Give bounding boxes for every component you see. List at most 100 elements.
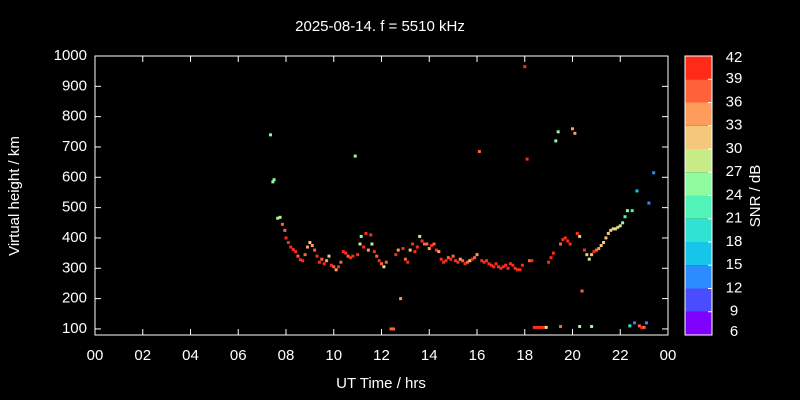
data-point [418, 234, 422, 238]
x-tick-label: 18 [516, 347, 533, 364]
data-point [439, 257, 443, 261]
data-point [609, 228, 613, 232]
x-tick-label: 04 [182, 347, 199, 364]
data-point [516, 268, 520, 272]
data-point [280, 222, 284, 226]
data-point [408, 248, 412, 252]
x-tick-label: 06 [230, 347, 247, 364]
colorbar-band [685, 79, 712, 103]
y-tick-label: 500 [62, 199, 87, 216]
colorbar-band [685, 125, 712, 149]
data-point [485, 259, 489, 263]
data-point [334, 268, 338, 272]
data-point [621, 221, 625, 225]
data-point [461, 259, 465, 263]
data-point [380, 262, 383, 266]
data-point [496, 265, 500, 269]
data-point [325, 259, 329, 263]
data-point [468, 259, 472, 263]
data-point [298, 258, 302, 262]
data-point [465, 260, 469, 264]
data-point [547, 260, 551, 264]
colorbar-tick-label: 12 [726, 279, 743, 296]
data-point [640, 325, 644, 329]
data-point [575, 231, 579, 235]
data-point [303, 253, 307, 257]
y-tick-label: 800 [62, 108, 87, 125]
x-tick-label: 16 [469, 347, 486, 364]
colorbar-tick-label: 33 [726, 117, 743, 134]
data-point [604, 236, 608, 240]
data-point [559, 242, 563, 246]
data-point [556, 130, 560, 134]
data-point [635, 189, 639, 193]
x-tick-label: 00 [660, 347, 677, 364]
data-point [561, 237, 565, 241]
colorbar-tick-label: 42 [726, 49, 743, 66]
data-point [551, 251, 555, 255]
data-point [289, 245, 293, 249]
data-point [315, 254, 319, 258]
data-point [530, 259, 534, 263]
data-point [394, 253, 398, 257]
data-point [566, 239, 570, 243]
data-point [537, 325, 541, 329]
x-tick-label: 22 [612, 347, 629, 364]
data-point [430, 244, 434, 248]
data-point [492, 265, 496, 269]
data-point [535, 325, 539, 329]
data-point [420, 239, 424, 243]
data-point [366, 248, 370, 252]
y-tick-label: 100 [62, 320, 87, 337]
colorbar-band [685, 102, 712, 126]
colorbar-label: SNR / dB [747, 165, 764, 228]
colorbar-tick-label: 36 [726, 93, 743, 110]
data-point [513, 266, 517, 270]
data-point [415, 245, 419, 249]
y-tick-label: 700 [62, 138, 87, 155]
data-point [645, 321, 649, 325]
data-point [348, 256, 352, 260]
y-tick-label: 600 [62, 168, 87, 185]
data-point [590, 325, 594, 329]
data-point [370, 242, 374, 246]
data-point [487, 262, 491, 266]
data-point [317, 260, 321, 264]
data-point [278, 215, 282, 219]
data-point [276, 216, 280, 220]
data-point [475, 253, 479, 257]
data-point [425, 242, 429, 246]
data-point [580, 289, 584, 293]
data-point [637, 324, 641, 328]
data-point [549, 256, 553, 260]
data-point [308, 241, 312, 245]
x-tick-label: 10 [325, 347, 342, 364]
data-point [592, 250, 596, 254]
data-point [458, 257, 462, 261]
data-point [413, 250, 417, 254]
x-axis-label: UT Time / hrs [336, 375, 426, 392]
y-tick-label: 1000 [54, 47, 87, 64]
data-point [437, 250, 441, 254]
data-point [403, 257, 407, 261]
data-point [406, 260, 410, 264]
data-point [568, 242, 572, 246]
data-point [518, 268, 522, 272]
y-axis-label: Virtual height / km [6, 136, 23, 256]
data-point [369, 233, 373, 237]
data-point [501, 265, 505, 269]
data-point [449, 257, 453, 261]
x-tick-label: 02 [134, 347, 151, 364]
data-point [305, 245, 309, 249]
colorbar-tick-label: 15 [726, 256, 743, 273]
data-point [473, 256, 477, 260]
data-point [344, 251, 348, 255]
data-point [594, 248, 598, 252]
data-point [341, 250, 345, 254]
x-tick-label: 00 [87, 347, 104, 364]
data-point [286, 241, 290, 245]
data-point [504, 263, 508, 267]
data-point [470, 257, 474, 261]
